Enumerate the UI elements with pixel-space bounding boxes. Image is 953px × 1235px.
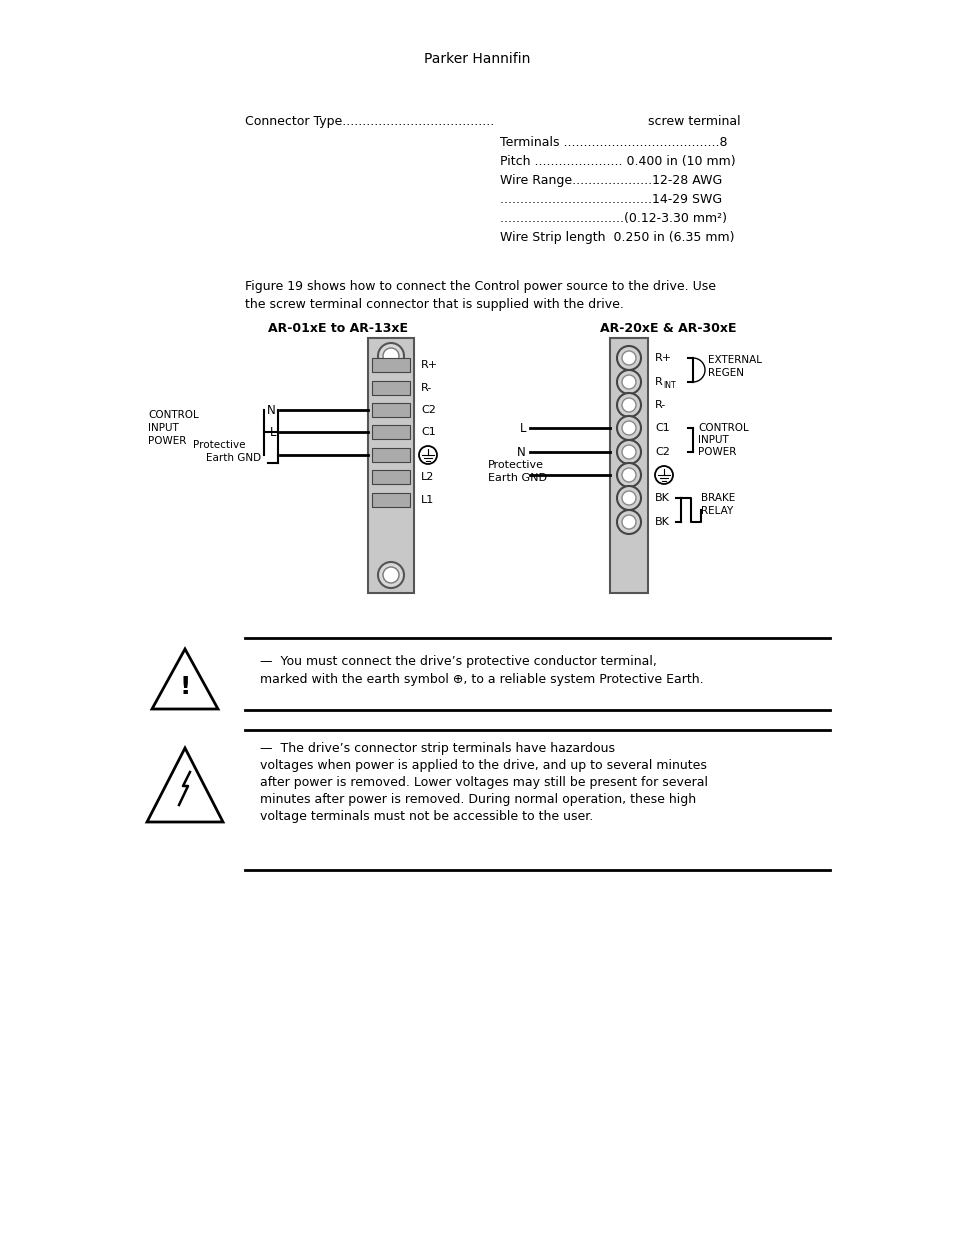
- Text: the screw terminal connector that is supplied with the drive.: the screw terminal connector that is sup…: [245, 298, 623, 311]
- Circle shape: [621, 421, 636, 435]
- Polygon shape: [372, 358, 410, 372]
- Polygon shape: [609, 338, 647, 593]
- Text: C2: C2: [655, 447, 669, 457]
- Text: INPUT: INPUT: [148, 424, 178, 433]
- Polygon shape: [372, 403, 410, 417]
- Polygon shape: [372, 382, 410, 395]
- Text: C1: C1: [655, 424, 669, 433]
- Text: Parker Hannifin: Parker Hannifin: [423, 52, 530, 65]
- Polygon shape: [372, 448, 410, 462]
- Text: R: R: [655, 377, 662, 387]
- Text: minutes after power is removed. During normal operation, these high: minutes after power is removed. During n…: [260, 793, 696, 806]
- Text: Protective: Protective: [488, 459, 543, 471]
- Text: REGEN: REGEN: [707, 368, 743, 378]
- Circle shape: [617, 346, 640, 370]
- Text: R+: R+: [655, 353, 672, 363]
- Text: Earth GND: Earth GND: [206, 453, 261, 463]
- Text: C1: C1: [420, 427, 436, 437]
- Text: RELAY: RELAY: [700, 506, 733, 516]
- Circle shape: [377, 562, 403, 588]
- Polygon shape: [372, 425, 410, 438]
- Text: AR-20xE & AR-30xE: AR-20xE & AR-30xE: [599, 322, 736, 335]
- Circle shape: [621, 445, 636, 459]
- Text: L: L: [269, 426, 275, 438]
- Text: after power is removed. Lower voltages may still be present for several: after power is removed. Lower voltages m…: [260, 776, 707, 789]
- Circle shape: [382, 348, 398, 364]
- Text: R-: R-: [655, 400, 665, 410]
- Text: Wire Range....................12-28 AWG: Wire Range....................12-28 AWG: [499, 174, 721, 186]
- Text: BRAKE: BRAKE: [700, 493, 735, 503]
- Text: C2: C2: [420, 405, 436, 415]
- Text: N: N: [517, 446, 525, 458]
- Circle shape: [655, 466, 672, 484]
- Text: POWER: POWER: [698, 447, 736, 457]
- Text: marked with the earth symbol ⊕, to a reliable system Protective Earth.: marked with the earth symbol ⊕, to a rel…: [260, 673, 703, 685]
- Polygon shape: [147, 748, 223, 823]
- Text: Terminals .......................................8: Terminals ..............................…: [499, 136, 727, 149]
- Text: R-: R-: [420, 383, 432, 393]
- Polygon shape: [372, 471, 410, 484]
- Text: L: L: [519, 421, 525, 435]
- Text: Protective: Protective: [193, 440, 245, 450]
- Text: POWER: POWER: [148, 436, 186, 446]
- Text: INPUT: INPUT: [698, 435, 728, 445]
- Text: AR-01xE to AR-13xE: AR-01xE to AR-13xE: [268, 322, 408, 335]
- Circle shape: [621, 515, 636, 529]
- Text: Earth GND: Earth GND: [488, 473, 546, 483]
- Text: L1: L1: [420, 495, 434, 505]
- Text: screw terminal: screw terminal: [647, 115, 740, 128]
- Circle shape: [617, 487, 640, 510]
- Circle shape: [418, 446, 436, 464]
- Text: INT: INT: [662, 382, 675, 390]
- Polygon shape: [372, 493, 410, 508]
- Circle shape: [617, 393, 640, 417]
- Circle shape: [617, 440, 640, 464]
- Circle shape: [382, 567, 398, 583]
- Text: voltage terminals must not be accessible to the user.: voltage terminals must not be accessible…: [260, 810, 593, 823]
- Text: Figure 19 shows how to connect the Control power source to the drive. Use: Figure 19 shows how to connect the Contr…: [245, 280, 716, 293]
- Text: R+: R+: [420, 359, 437, 370]
- Circle shape: [621, 492, 636, 505]
- Text: —  You must connect the drive’s protective conductor terminal,: — You must connect the drive’s protectiv…: [260, 655, 657, 668]
- Text: ...............................(0.12-3.30 mm²): ...............................(0.12-3.3…: [499, 212, 726, 225]
- Text: BK: BK: [655, 517, 669, 527]
- Circle shape: [621, 351, 636, 366]
- Circle shape: [621, 375, 636, 389]
- Circle shape: [621, 398, 636, 412]
- Circle shape: [617, 370, 640, 394]
- Circle shape: [377, 343, 403, 369]
- Text: Wire Strip length  0.250 in (6.35 mm): Wire Strip length 0.250 in (6.35 mm): [499, 231, 734, 245]
- Text: BK: BK: [655, 493, 669, 503]
- Text: CONTROL: CONTROL: [148, 410, 198, 420]
- Circle shape: [621, 468, 636, 482]
- Text: voltages when power is applied to the drive, and up to several minutes: voltages when power is applied to the dr…: [260, 760, 706, 772]
- Text: Pitch ...................... 0.400 in (10 mm): Pitch ...................... 0.400 in (1…: [499, 156, 735, 168]
- Text: !: !: [179, 676, 191, 699]
- Polygon shape: [368, 338, 414, 593]
- Text: —  The drive’s connector strip terminals have hazardous: — The drive’s connector strip terminals …: [260, 742, 615, 755]
- Text: EXTERNAL: EXTERNAL: [707, 354, 761, 366]
- Text: ......................................14-29 SWG: ......................................14…: [499, 193, 721, 206]
- Circle shape: [617, 463, 640, 487]
- Polygon shape: [152, 650, 218, 709]
- Circle shape: [617, 510, 640, 534]
- Text: Connector Type......................................: Connector Type..........................…: [245, 115, 494, 128]
- Text: CONTROL: CONTROL: [698, 424, 748, 433]
- Text: N: N: [267, 404, 275, 416]
- Text: L2: L2: [420, 472, 434, 482]
- Circle shape: [617, 416, 640, 440]
